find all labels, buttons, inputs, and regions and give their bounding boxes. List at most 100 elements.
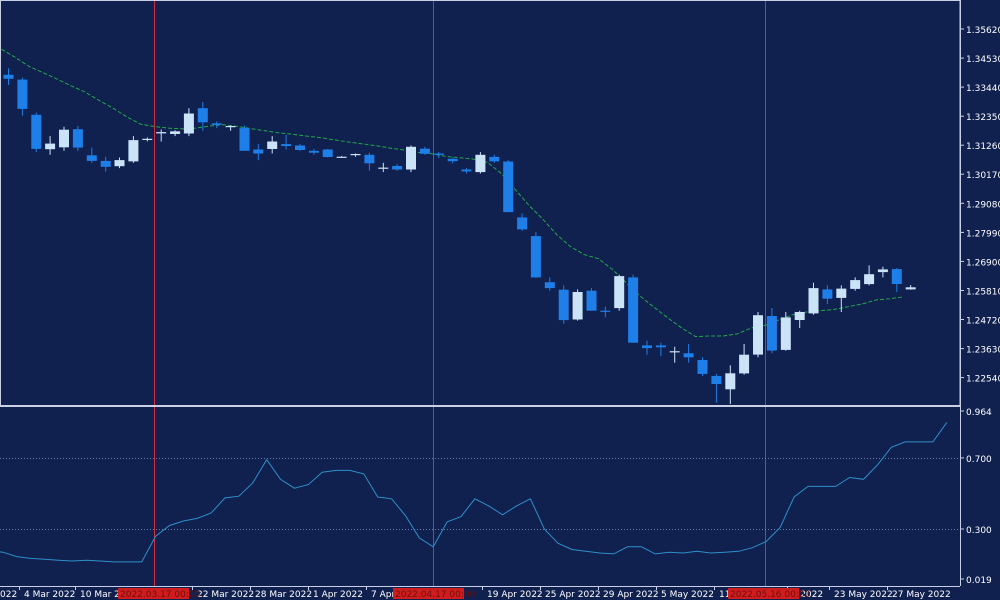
candle-body — [392, 166, 403, 170]
candle-body — [628, 277, 639, 343]
candle[interactable] — [544, 277, 555, 291]
candle[interactable] — [572, 289, 583, 321]
candle-body — [170, 131, 181, 134]
candle[interactable] — [475, 152, 486, 174]
candle[interactable] — [31, 112, 42, 153]
candle[interactable] — [891, 268, 902, 292]
candle-body — [558, 289, 569, 321]
candle-body — [308, 150, 319, 153]
candle[interactable] — [517, 213, 528, 231]
candle[interactable] — [808, 282, 819, 315]
time-tick-label: 7 Apr — [371, 590, 395, 600]
price-tick-label: 1.29080 — [966, 200, 1000, 210]
candle[interactable] — [766, 308, 777, 354]
candle-body — [808, 288, 819, 314]
price-tick-label: 1.27990 — [966, 229, 1000, 239]
candle[interactable] — [489, 154, 500, 163]
candle[interactable] — [86, 147, 97, 163]
candle[interactable] — [128, 136, 139, 163]
candle-body — [225, 126, 236, 128]
candle-body — [766, 316, 777, 351]
time-tick-label: y 2022 — [792, 590, 823, 600]
candle[interactable] — [183, 108, 194, 137]
candle[interactable] — [392, 164, 403, 171]
candle[interactable] — [72, 126, 83, 151]
candle[interactable] — [59, 126, 69, 151]
candle[interactable] — [655, 342, 666, 356]
candle[interactable] — [406, 145, 416, 173]
candle[interactable] — [364, 152, 375, 171]
candle[interactable] — [794, 310, 805, 328]
candle[interactable] — [3, 68, 14, 85]
time-tick-label: 25 Apr 2022 — [545, 590, 601, 600]
candle[interactable] — [336, 156, 347, 158]
candle[interactable] — [156, 129, 167, 142]
candle-body — [183, 113, 194, 134]
candle[interactable] — [100, 156, 111, 172]
candle[interactable] — [683, 344, 694, 363]
candle[interactable] — [697, 357, 708, 376]
candle[interactable] — [586, 288, 597, 311]
candle[interactable] — [170, 130, 181, 137]
candle-body — [406, 146, 416, 170]
candle-body — [378, 167, 389, 169]
candle[interactable] — [114, 157, 125, 169]
candle[interactable] — [711, 373, 722, 403]
candle[interactable] — [877, 266, 888, 278]
candle[interactable] — [225, 125, 236, 131]
candle-body — [530, 236, 541, 278]
candle[interactable] — [447, 157, 458, 164]
candle[interactable] — [239, 125, 250, 151]
candle[interactable] — [308, 148, 319, 155]
candle[interactable] — [600, 306, 611, 318]
candle[interactable] — [905, 285, 916, 290]
oscillator-series — [0, 422, 960, 563]
candle-body — [503, 161, 514, 213]
candle[interactable] — [322, 148, 333, 158]
candlestick-series[interactable] — [3, 68, 916, 404]
candle[interactable] — [753, 312, 763, 358]
candle[interactable] — [739, 344, 750, 375]
candle[interactable] — [669, 346, 680, 363]
candle[interactable] — [503, 160, 514, 213]
date-marker: 2022.04.17 00:00 — [393, 588, 476, 600]
candle[interactable] — [725, 365, 736, 404]
candle[interactable] — [350, 153, 361, 157]
candle-body — [683, 353, 694, 358]
candle-body — [517, 217, 528, 230]
candle[interactable] — [211, 121, 222, 129]
candle[interactable] — [197, 102, 208, 131]
candle[interactable] — [822, 285, 833, 304]
candle[interactable] — [45, 136, 56, 155]
time-tick-label: 4 Mar 2022 — [24, 590, 75, 600]
candle[interactable] — [281, 134, 292, 150]
candle[interactable] — [295, 144, 305, 151]
time-tick-label: 1 Apr 2022 — [313, 590, 363, 600]
candle[interactable] — [433, 152, 444, 158]
candle-body — [433, 153, 444, 155]
candle[interactable] — [253, 144, 264, 161]
candle[interactable] — [850, 277, 861, 291]
candle[interactable] — [628, 274, 639, 343]
candle[interactable] — [864, 265, 875, 286]
candle[interactable] — [530, 232, 541, 278]
candle-body — [156, 132, 167, 134]
candle[interactable] — [142, 137, 153, 142]
candle[interactable] — [780, 312, 791, 351]
candle[interactable] — [614, 274, 625, 311]
candle[interactable] — [836, 285, 847, 312]
candle[interactable] — [378, 162, 389, 173]
time-tick-label: 23 May 2022 — [834, 590, 893, 600]
time-tick-label-edge: 022 — [0, 590, 17, 600]
candle[interactable] — [642, 340, 652, 355]
price-tick-label: 1.33440 — [966, 84, 1000, 94]
candle[interactable] — [17, 77, 28, 116]
candle[interactable] — [419, 146, 430, 155]
candle[interactable] — [267, 136, 278, 154]
candle[interactable] — [558, 285, 569, 324]
candle[interactable] — [461, 168, 472, 174]
candle-body — [877, 269, 888, 273]
